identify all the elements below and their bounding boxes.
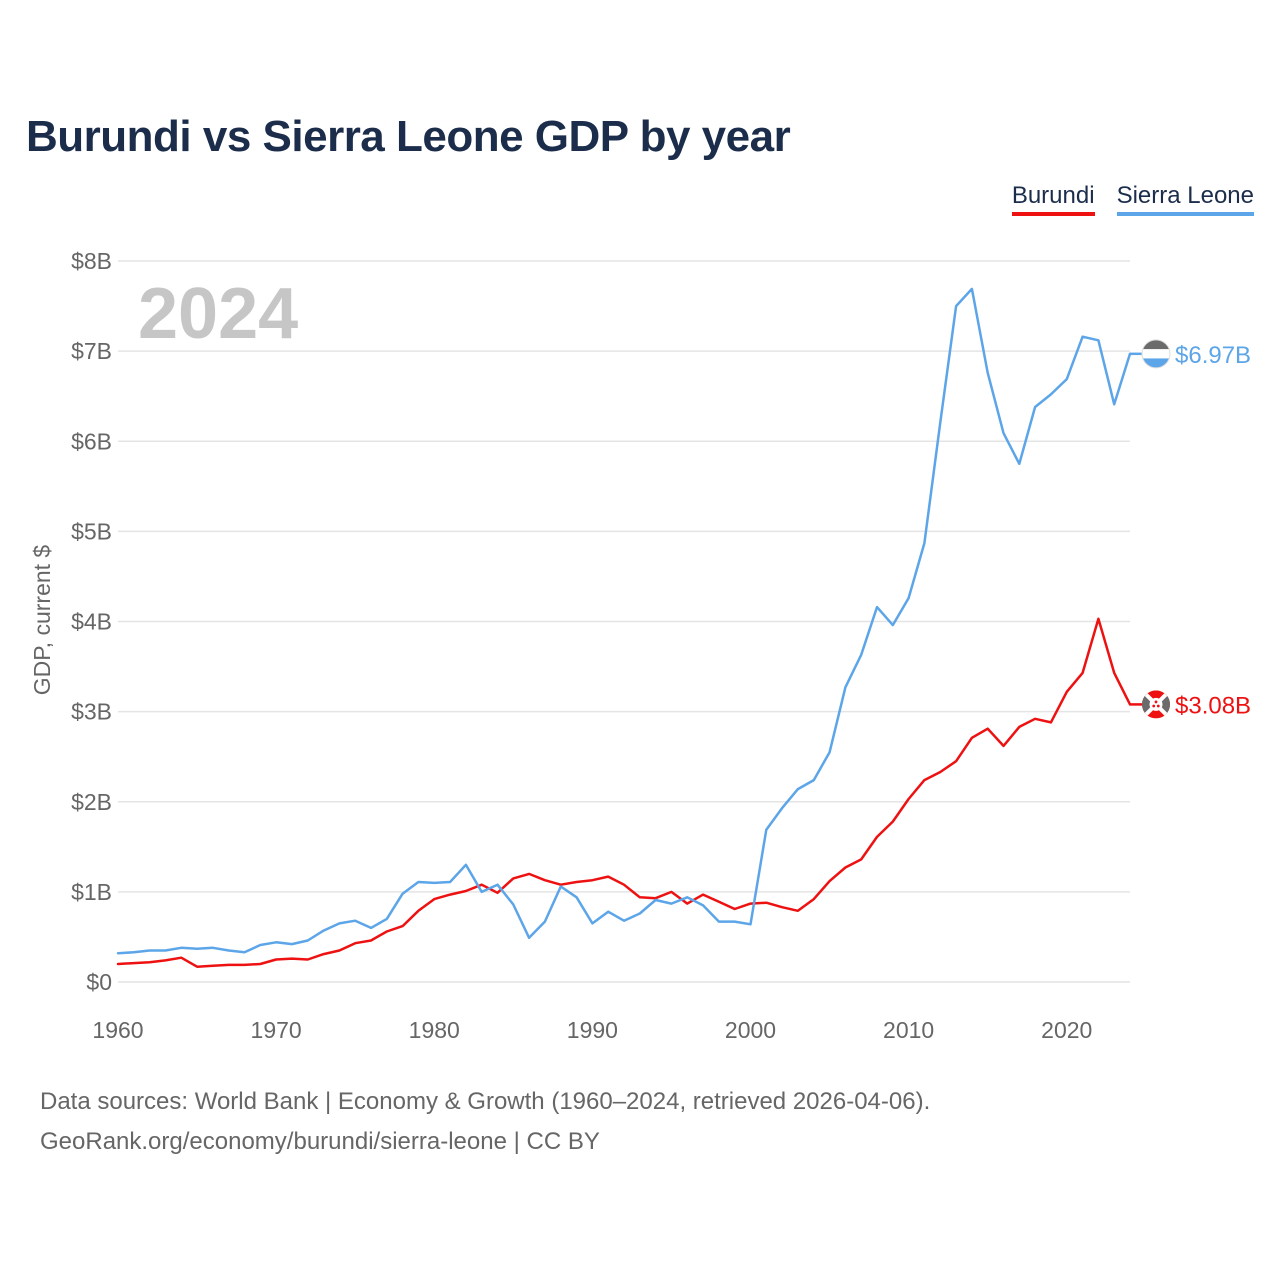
y-tick-label: $3B — [71, 699, 112, 725]
year-watermark: 2024 — [138, 274, 298, 354]
x-tick-label: 2010 — [883, 1017, 934, 1043]
flag-icon-sierra-leone — [1141, 339, 1171, 369]
flag-icon-burundi — [1142, 690, 1170, 719]
license-label: CC BY — [526, 1128, 600, 1155]
x-tick-label: 1970 — [251, 1017, 302, 1043]
y-tick-label: $8B — [71, 248, 112, 274]
y-tick-label: $4B — [71, 609, 112, 635]
y-axis-title: GDP, current $ — [29, 545, 55, 696]
x-tick-label: 2020 — [1041, 1017, 1092, 1043]
series-layer — [116, 287, 1132, 968]
y-tick-label: $5B — [71, 518, 112, 544]
legend: Burundi Sierra Leone — [1011, 182, 1254, 216]
y-tick-label: $2B — [71, 789, 112, 815]
footer: Data sources: World Bank | Economy & Gro… — [40, 1082, 930, 1162]
series-line-sierra-leone — [116, 287, 1132, 955]
series-line-burundi — [116, 617, 1132, 968]
legend-item-burundi[interactable]: Burundi — [1011, 182, 1095, 216]
legend-item-sierra-leone[interactable]: Sierra Leone — [1116, 182, 1254, 216]
footer-attribution: GeoRank.org/economy/burundi/sierra-leone… — [40, 1122, 930, 1162]
end-value-label-sierra-leone: $6.97B — [1175, 342, 1251, 369]
x-tick-label: 1960 — [92, 1017, 143, 1043]
chart-title: Burundi vs Sierra Leone GDP by year — [26, 112, 791, 161]
footer-source: Data sources: World Bank | Economy & Gro… — [40, 1088, 931, 1115]
y-tick-label: $6B — [71, 428, 112, 454]
x-tick-label: 1980 — [409, 1017, 460, 1043]
georank-link[interactable]: GeoRank.org/economy/burundi/sierra-leone — [40, 1128, 507, 1155]
end-value-label-burundi: $3.08B — [1175, 692, 1251, 719]
grid-layer — [118, 260, 1130, 983]
tick-layer: $0 $1B $2B $3B $4B $5B $6B $7B $8B 1960 1970 1980 19… — [71, 248, 1092, 1043]
x-tick-label: 2000 — [725, 1017, 776, 1043]
y-tick-label: $7B — [71, 338, 112, 364]
x-tick-label: 1990 — [567, 1017, 618, 1043]
y-tick-label: $0 — [86, 969, 112, 995]
endpoint-layer: $3.08B $6.97B — [1130, 339, 1251, 719]
footer-separator: | — [506, 1128, 527, 1155]
y-tick-label: $1B — [71, 879, 112, 905]
